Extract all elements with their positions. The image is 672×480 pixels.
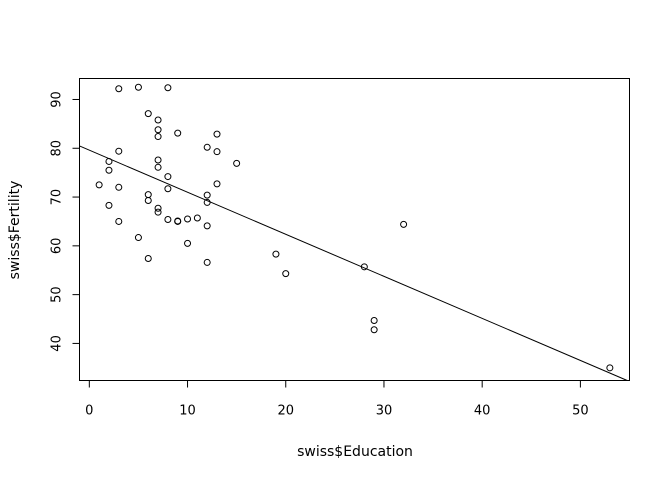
- data-point: [184, 215, 192, 223]
- x-tick-label: 50: [572, 404, 589, 419]
- data-point: [400, 220, 408, 228]
- data-point: [115, 183, 123, 191]
- x-tick-label: 20: [277, 404, 294, 419]
- y-tick-label: 90: [50, 91, 65, 108]
- data-point: [95, 181, 103, 189]
- data-point: [164, 84, 172, 92]
- data-point: [213, 130, 221, 138]
- data-point: [213, 148, 221, 156]
- data-point: [154, 116, 162, 124]
- data-point: [144, 255, 152, 263]
- data-point: [144, 110, 152, 118]
- x-tick-label: 10: [179, 404, 196, 419]
- x-axis: 0 10 20 30 40 50: [85, 380, 589, 419]
- data-point: [115, 85, 123, 93]
- data-point: [154, 163, 162, 171]
- regression-line-group: [79, 145, 628, 381]
- data-point: [154, 156, 162, 164]
- y-tick-label: 60: [50, 238, 65, 255]
- data-point: [105, 201, 113, 209]
- data-point: [370, 326, 378, 334]
- y-tick-label: 50: [50, 286, 65, 303]
- data-point: [203, 222, 211, 230]
- data-point: [272, 250, 280, 258]
- data-point: [164, 215, 172, 223]
- data-points: [95, 83, 614, 372]
- data-point: [203, 191, 211, 199]
- x-tick-label: 0: [85, 404, 93, 419]
- x-tick-label: 30: [376, 404, 393, 419]
- data-point: [203, 258, 211, 266]
- y-axis-label: swiss$Fertility: [7, 181, 23, 280]
- data-point: [154, 208, 162, 216]
- data-point: [174, 129, 182, 137]
- data-point: [154, 133, 162, 141]
- y-tick-label: 80: [50, 140, 65, 157]
- y-tick-label: 40: [50, 335, 65, 352]
- x-tick-label: 40: [474, 404, 491, 419]
- data-point: [233, 159, 241, 167]
- data-point: [154, 126, 162, 134]
- data-point: [174, 217, 182, 225]
- y-tick-label: 70: [50, 189, 65, 206]
- x-axis-label: swiss$Education: [297, 444, 413, 460]
- data-point: [282, 270, 290, 278]
- data-point: [164, 185, 172, 193]
- data-point: [144, 196, 152, 204]
- data-point: [154, 204, 162, 212]
- data-point: [134, 83, 142, 91]
- regression-line: [79, 145, 628, 381]
- data-point: [144, 191, 152, 199]
- data-point: [203, 143, 211, 151]
- data-point: [184, 239, 192, 247]
- data-point: [193, 214, 201, 222]
- data-point: [606, 364, 614, 372]
- data-point: [105, 166, 113, 174]
- data-point: [134, 234, 142, 242]
- data-point: [115, 217, 123, 225]
- y-axis: 40 50 60 70 80 90: [50, 91, 80, 352]
- plot-box: [79, 78, 630, 381]
- data-point: [164, 173, 172, 181]
- data-point: [370, 316, 378, 324]
- data-point: [213, 180, 221, 188]
- data-point: [115, 147, 123, 155]
